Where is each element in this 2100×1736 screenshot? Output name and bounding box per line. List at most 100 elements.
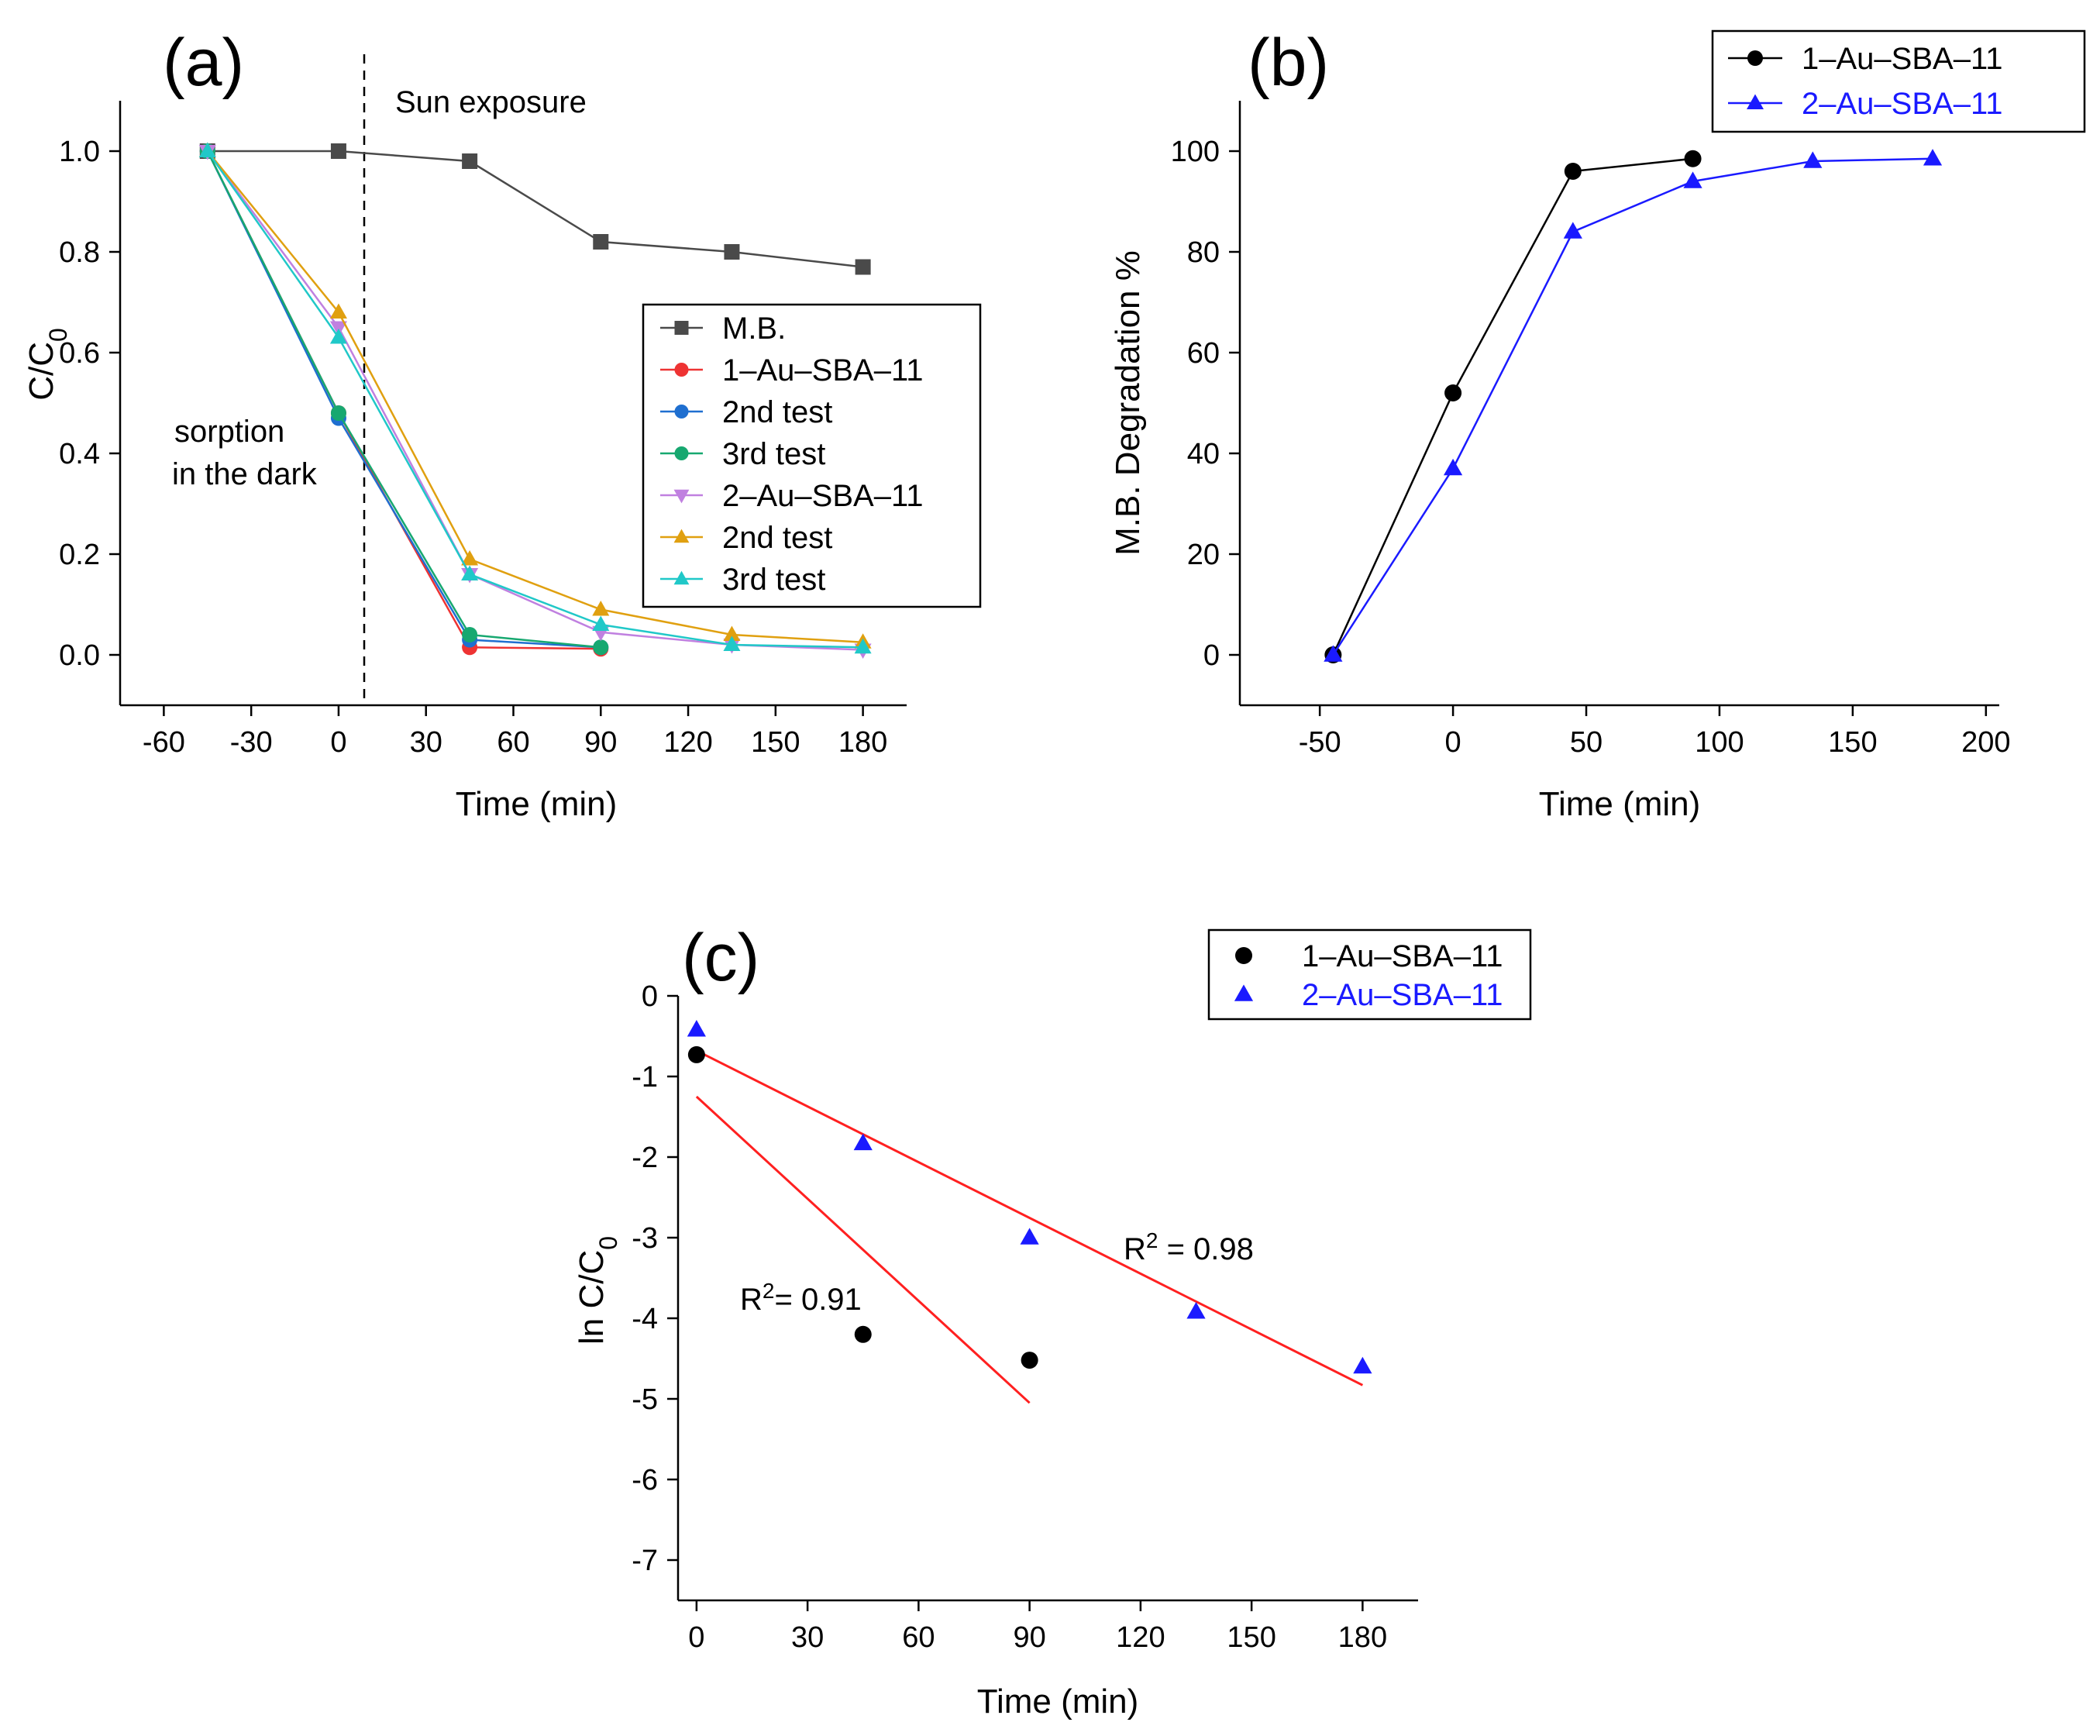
panel-a-x-tick-label: 90 <box>584 726 617 759</box>
panel-b-series-0-1-au-sba-11-line <box>1332 157 1693 656</box>
panel-c-series-1-2-au-sba-11-point <box>687 1020 706 1037</box>
panel-c-x-tick-label: 30 <box>791 1621 824 1654</box>
panel-b-x-tick-label: 0 <box>1445 726 1461 759</box>
panel-a-series-5-2nd-test-point <box>592 601 610 616</box>
panel-c-y-tick-label: -1 <box>632 1061 658 1094</box>
panel-a-legend-marker <box>673 570 690 585</box>
panel-a-legend-marker <box>674 321 689 335</box>
panel-b-y-tick-label: 60 <box>1187 337 1220 370</box>
panel-b-series-0-1-au-sba-11-point <box>1684 150 1702 167</box>
panel-a-legend-marker <box>673 489 690 504</box>
r2-098-label: R2 = 0.98 <box>1124 1228 1254 1267</box>
panel-a-chart: (a) -60 -30 0 30 60 90 120 150 180 0.0 0.2 0.4 0.6 0… <box>22 26 982 823</box>
panel-a-x-title: Time (min) <box>456 785 618 823</box>
panel-b-legend-marker <box>1747 50 1763 66</box>
panel-a-legend-marker <box>674 446 689 460</box>
panel-c-x-title: Time (min) <box>977 1683 1139 1720</box>
panel-a-series-3-3rd-test-point <box>330 405 346 421</box>
panel-c-series-1-2-au-sba-11-point <box>1020 1228 1039 1245</box>
panel-a-legend-marker <box>674 363 689 377</box>
panel-a-series-6-3rd-test-point <box>723 636 741 651</box>
panel-a-series-6-3rd-test-point <box>461 565 479 580</box>
panel-a-legend-label: 1–Au–SBA–11 <box>722 353 923 388</box>
panel-c-y-tick-label: -6 <box>632 1464 658 1497</box>
panel-b-series-1-2-au-sba-11-point <box>1803 151 1823 168</box>
panel-a-x-tick-label: -60 <box>143 726 185 759</box>
panel-a-x-tick-label: 180 <box>838 726 887 759</box>
panel-b-y-tick-label: 80 <box>1187 236 1220 269</box>
panel-c-series-0-1-au-sba-11-point <box>1021 1352 1038 1369</box>
panel-b-series-0-1-au-sba-11-point <box>1564 163 1582 180</box>
panel-c-y-tick-label: -7 <box>632 1545 658 1577</box>
panel-a-series-0-m-b-point <box>855 259 871 275</box>
panel-a-series-5-2nd-test-point <box>329 303 347 319</box>
panel-a-series-3-3rd-test-line <box>206 150 601 649</box>
panel-a-series-5-2nd-test-point <box>723 625 741 641</box>
panel-c-x-tick-label: 0 <box>688 1621 704 1654</box>
panel-a-x-tick-label: 60 <box>497 726 529 759</box>
panel-a-x-tick-label: 150 <box>751 726 800 759</box>
panel-a-series-0-m-b-point <box>462 153 478 169</box>
panel-c-legend <box>1207 928 1532 1021</box>
panel-a-label: (a) <box>163 26 244 100</box>
panel-b-y-tick-label: 0 <box>1203 639 1220 672</box>
r2-091-label: R2= 0.91 <box>740 1279 862 1318</box>
panel-c-x-tick-label: 120 <box>1116 1621 1165 1654</box>
panel-c-y-tick-label: -3 <box>632 1222 658 1255</box>
panel-a-y-tick-label: 0.4 <box>59 438 100 470</box>
panel-a-y-tick-label: 0.8 <box>59 236 100 269</box>
panel-a-y-tick-label: 0.2 <box>59 539 100 571</box>
panel-b-series-1-2-au-sba-11-point <box>1443 458 1463 476</box>
panel-b-series-1-2-au-sba-11-line <box>1332 157 1933 656</box>
panel-b-y-tick-label: 20 <box>1187 539 1220 571</box>
panel-b-legend-label: 1–Au–SBA–11 <box>1802 42 2002 76</box>
panel-a-legend-label: 3rd test <box>722 563 825 597</box>
panel-c-series-0-1-au-sba-11-point <box>854 1325 872 1343</box>
panel-a-legend-marker <box>673 529 690 543</box>
panel-b-series-1-2-au-sba-11-point <box>1563 222 1582 239</box>
panel-b-x-tick-label: 150 <box>1828 726 1877 759</box>
panel-a-series-0-m-b-point <box>724 244 740 260</box>
panel-b-y-title: M.B. Degradation % <box>1109 250 1147 556</box>
panel-b-x-tick-label: 200 <box>1961 726 2010 759</box>
panel-a-series-6-3rd-test-point <box>592 615 610 631</box>
fit-line-1-au-sba-11 <box>695 1095 1031 1404</box>
sorption-label: sorption <box>174 415 284 449</box>
panel-a-series-0-m-b-point <box>330 143 346 159</box>
panel-a-series-2-2nd-test-line <box>206 150 601 649</box>
panel-b-x-tick-label: 100 <box>1695 726 1744 759</box>
panel-a-legend-label: 2–Au–SBA–11 <box>722 479 923 513</box>
panel-a-series-3-3rd-test-point <box>593 639 609 656</box>
panel-c-series-1-2-au-sba-11-point <box>1186 1302 1206 1319</box>
panel-b-series-1-2-au-sba-11-point <box>1923 149 1943 166</box>
panel-a-series-5-2nd-test-point <box>461 550 479 566</box>
panel-c-y-tick-label: -2 <box>632 1142 658 1174</box>
panel-a-x-tick-label: 30 <box>410 726 442 759</box>
panel-c-x-tick-label: 180 <box>1338 1621 1387 1654</box>
panel-b-chart: (b) -50 0 50 100 150 200 0 20 40 60 80 100 Time (m… <box>1109 26 2086 823</box>
panel-b-series-1-2-au-sba-11-point <box>1324 645 1343 662</box>
panel-c-y-tick-label: 0 <box>642 980 658 1013</box>
panel-b-legend-marker <box>1747 94 1764 109</box>
panel-b-x-title: Time (min) <box>1539 785 1701 823</box>
panel-a-legend <box>642 303 982 608</box>
panel-c-x-tick-label: 60 <box>902 1621 935 1654</box>
panel-a-series-5-2nd-test-line <box>206 150 863 643</box>
panel-a-series-6-3rd-test-point <box>198 142 216 157</box>
panel-c-chart: (c) 0 30 60 90 120 150 180 0 -1 -2 -3 -4 -5 -6 -7 R2=… <box>573 921 1532 1720</box>
in-the-dark-label: in the dark <box>172 457 318 491</box>
panel-a-x-tick-label: 0 <box>330 726 346 759</box>
panel-b-y-tick-label: 100 <box>1171 136 1220 168</box>
panel-b-y-tick-label: 40 <box>1187 438 1220 470</box>
panel-c-y-tick-label: -4 <box>632 1303 658 1335</box>
sun-exposure-label: Sun exposure <box>395 85 587 119</box>
fit-line-2-au-sba-11 <box>696 1049 1364 1386</box>
panel-a-legend-label: 3rd test <box>722 437 825 471</box>
panel-b-legend-label: 2–Au–SBA–11 <box>1802 87 2002 121</box>
panel-c-legend-marker <box>1235 947 1252 964</box>
panel-a-legend-label: 2nd test <box>722 521 832 555</box>
panel-b-label: (b) <box>1248 26 1329 100</box>
panel-c-series-1-2-au-sba-11-point <box>853 1133 873 1151</box>
panel-c-series-1-2-au-sba-11-point <box>1353 1356 1372 1374</box>
